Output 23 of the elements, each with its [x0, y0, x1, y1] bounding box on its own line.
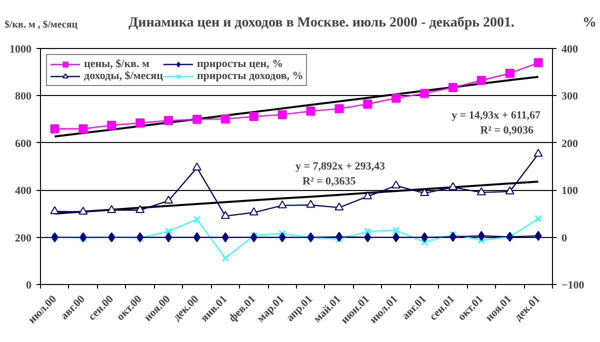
y-tick-label: 400 — [15, 185, 32, 198]
y-axis-title: $/кв. м , $/месяц — [4, 20, 78, 30]
y-tick-label: 600 — [15, 138, 32, 150]
y-tick-label: 800 — [15, 90, 32, 103]
y2-tick-label: 100 — [562, 185, 578, 198]
y2-tick-label: 0 — [562, 232, 568, 244]
y2-tick-label: −100 — [562, 280, 585, 292]
legend-label: цены, $/кв. м — [84, 58, 150, 70]
y-tick-label: 0 — [26, 280, 32, 292]
y-tick-label: 1000 — [10, 44, 32, 56]
legend-label: доходы, $/месяц — [84, 70, 163, 82]
annotation: y = 14,93x + 611,67 — [452, 110, 541, 122]
annotation: R² = 0,3635 — [302, 176, 356, 188]
y2-tick-label: 300 — [562, 90, 578, 103]
chart-title: Динамика цен и доходов в Москве. июль 2000 - декабрь 2001. — [128, 16, 515, 30]
annotation: y = 7,892x + 293,43 — [296, 160, 386, 172]
annotation: R² = 0,9036 — [480, 124, 534, 136]
y2-axis-title: % — [582, 16, 596, 30]
y2-tick-label: 400 — [562, 44, 578, 56]
y2-tick-label: 200 — [562, 138, 578, 150]
legend-label: приросты цен, % — [196, 58, 284, 70]
legend-label: приросты доходов, % — [196, 70, 304, 82]
y-tick-label: 200 — [15, 232, 32, 244]
